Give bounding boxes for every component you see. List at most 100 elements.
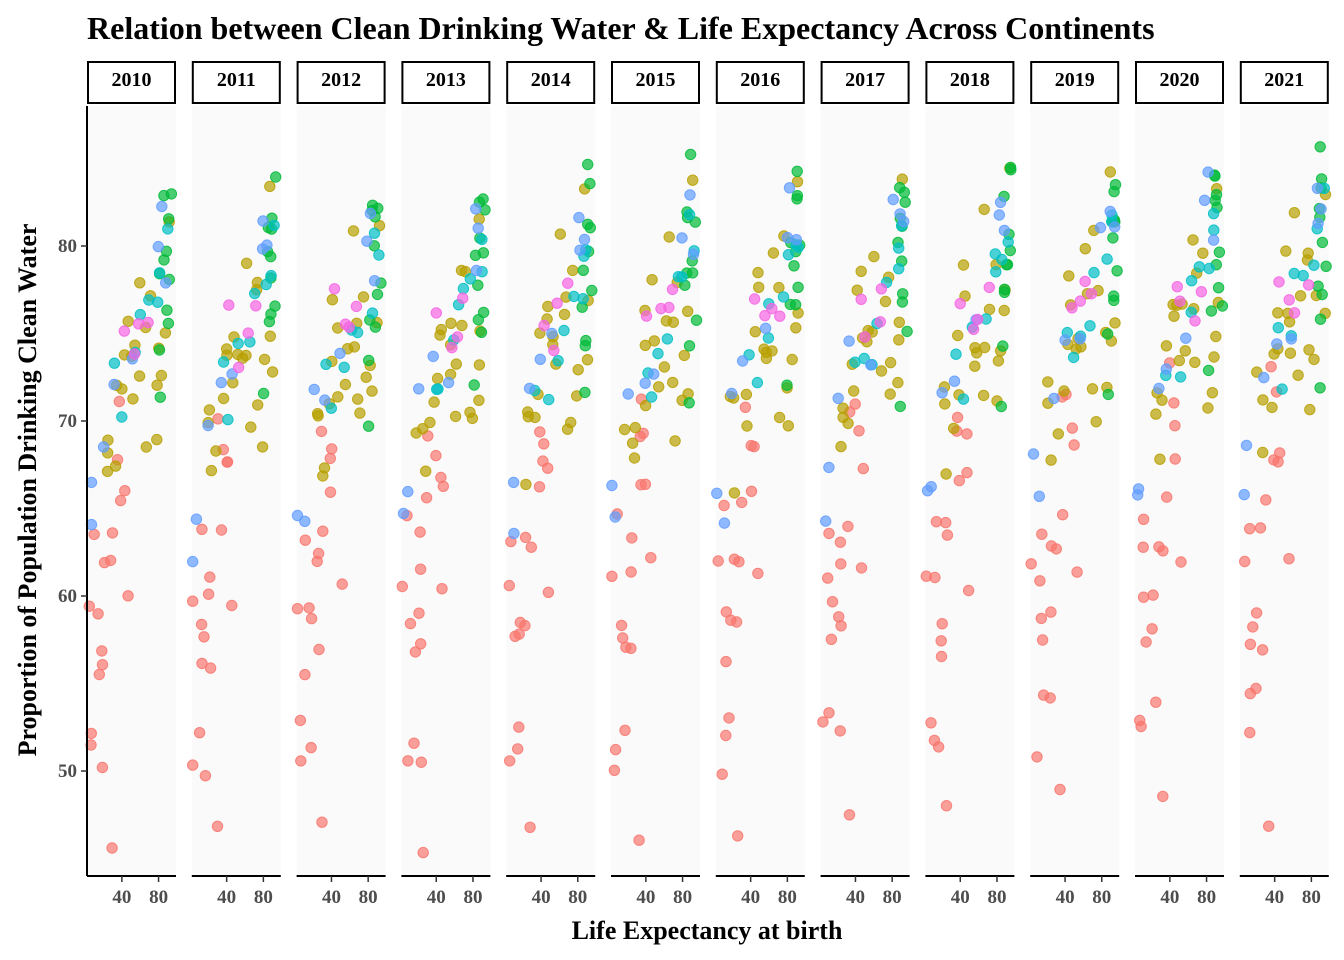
x-tick-label: 80	[359, 887, 378, 908]
data-point	[820, 515, 832, 527]
data-point	[626, 437, 639, 449]
data-point	[449, 410, 462, 423]
data-point	[1157, 790, 1169, 803]
data-point	[523, 382, 536, 395]
data-point	[551, 297, 563, 309]
data-point	[759, 309, 771, 322]
panel-background	[925, 106, 1015, 876]
data-point	[108, 378, 120, 391]
data-point	[1160, 340, 1173, 352]
data-point	[151, 433, 163, 446]
data-point	[1179, 345, 1192, 357]
x-tick-label: 40	[636, 887, 655, 908]
x-tick-label: 40	[112, 887, 131, 908]
data-point	[1302, 279, 1315, 291]
data-point	[667, 316, 679, 328]
data-point	[580, 334, 592, 347]
y-axis: 50 60 70 80	[58, 106, 88, 876]
data-point	[371, 288, 384, 301]
x-tick-label: 80	[778, 887, 797, 908]
data-point	[134, 308, 147, 321]
data-point	[687, 248, 700, 260]
data-point	[1067, 351, 1080, 364]
data-point	[661, 333, 674, 345]
data-point	[683, 397, 695, 409]
data-point	[1271, 338, 1283, 350]
data-point	[226, 599, 238, 612]
data-point	[430, 307, 442, 319]
data-point	[835, 558, 847, 570]
data-point	[534, 353, 546, 365]
data-point	[1189, 356, 1201, 368]
data-point	[428, 396, 440, 408]
data-point	[118, 325, 131, 337]
data-point	[468, 379, 480, 391]
facet-points	[1132, 166, 1229, 803]
facet-points	[920, 161, 1017, 812]
data-point	[187, 759, 199, 771]
data-point	[826, 596, 839, 608]
data-point	[315, 425, 328, 438]
data-point	[427, 350, 439, 363]
data-point	[578, 233, 591, 246]
data-point	[848, 385, 860, 397]
facet-strip	[87, 61, 176, 104]
data-point	[548, 344, 560, 357]
facet-panel-2021: 2021 40 80	[1238, 61, 1332, 908]
data-point	[451, 331, 464, 343]
data-point	[932, 741, 945, 753]
x-tick-label: 80	[1092, 887, 1111, 908]
data-point	[676, 271, 688, 283]
data-point	[759, 322, 772, 334]
data-point	[622, 388, 634, 400]
facet-strip	[191, 61, 281, 104]
data-point	[83, 600, 96, 612]
data-point	[855, 265, 867, 277]
data-point	[350, 300, 363, 313]
data-point	[936, 618, 948, 630]
data-point	[249, 287, 261, 300]
data-point	[446, 341, 458, 354]
data-point	[187, 555, 199, 568]
data-point	[542, 586, 555, 598]
data-point	[962, 584, 975, 597]
data-point	[1206, 387, 1219, 399]
data-point	[992, 355, 1005, 367]
data-point	[626, 532, 638, 544]
data-point	[720, 606, 732, 618]
data-point	[640, 310, 653, 322]
x-tick-label: 40	[846, 887, 865, 908]
data-point	[967, 323, 980, 335]
data-point	[752, 266, 764, 279]
facet-strip-label: 2016	[740, 69, 780, 91]
data-point	[629, 421, 641, 434]
data-point	[369, 321, 382, 333]
data-point	[1107, 232, 1119, 244]
data-point	[1187, 234, 1199, 246]
data-point	[261, 239, 273, 251]
x-tick-label: 80	[883, 887, 902, 908]
data-point	[1285, 333, 1298, 345]
data-point	[1216, 300, 1229, 312]
data-point	[1210, 330, 1222, 343]
data-point	[997, 340, 1009, 352]
data-point	[133, 370, 146, 382]
data-point	[373, 249, 385, 261]
data-point	[1150, 408, 1162, 420]
data-point	[712, 555, 724, 567]
data-point	[720, 655, 732, 668]
data-point	[1272, 322, 1285, 334]
data-point	[788, 260, 800, 272]
data-point	[354, 407, 366, 419]
panel-background	[1135, 106, 1224, 876]
data-point	[586, 284, 598, 297]
data-point	[1160, 363, 1173, 375]
data-point	[98, 556, 111, 569]
data-point	[96, 659, 109, 671]
data-point	[402, 755, 414, 767]
facet-points	[817, 173, 913, 821]
x-tick-label: 80	[1302, 887, 1321, 908]
data-point	[420, 492, 433, 504]
facet-strip	[715, 61, 805, 104]
data-point	[1203, 262, 1215, 275]
